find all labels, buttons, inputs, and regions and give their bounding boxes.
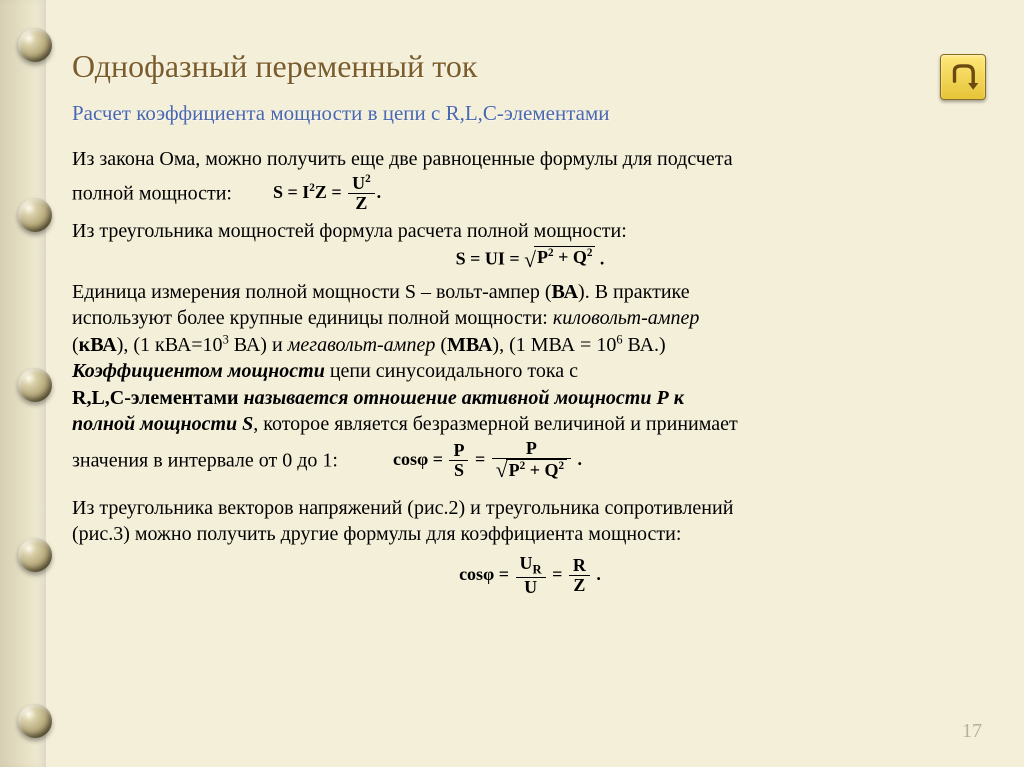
page-subtitle: Расчет коэффициента мощности в цепи с R,… [72, 101, 988, 126]
binder-rivet [18, 538, 52, 572]
formula-power-factor: cosφ = PS = PP2 + Q2 . [393, 439, 582, 483]
binder-rivet [18, 28, 52, 62]
formula-power-factor-ur: cosφ = URU = RZ . [72, 554, 988, 598]
paragraph: Из треугольника векторов напряжений (рис… [72, 495, 988, 521]
paragraph: Единица измерения полной мощности S – во… [72, 279, 988, 305]
paragraph: полной мощности S, которое является безр… [72, 411, 988, 437]
paragraph: R,L,C-элементами называется отношение ак… [72, 385, 988, 411]
paragraph: Из закона Ома, можно получить еще две ра… [72, 146, 988, 172]
binder-rivet [18, 198, 52, 232]
paragraph: используют более крупные единицы полной … [72, 305, 988, 331]
page-title: Однофазный переменный ток [72, 48, 988, 85]
body-content: Из закона Ома, можно получить еще две ра… [72, 146, 988, 597]
paragraph: (кВА), (1 кВА=103 ВА) и мегавольт-ампер … [72, 332, 988, 358]
paragraph: значения в интервале от 0 до 1: [72, 450, 338, 472]
binder-rivet [18, 368, 52, 402]
page-number: 17 [962, 720, 982, 743]
paragraph: полной мощности: [72, 183, 232, 205]
binder-rivet [18, 704, 52, 738]
formula-apparent-power-z: S = I2Z = U2Z. [273, 174, 381, 214]
paragraph: Из треугольника мощностей формула расчет… [72, 218, 988, 244]
paragraph: (рис.3) можно получить другие формулы дл… [72, 521, 988, 547]
formula-apparent-power-pq: S = UI = P2 + Q2 . [72, 246, 988, 275]
paragraph: Коэффициентом мощности цепи синусоидальн… [72, 358, 988, 384]
